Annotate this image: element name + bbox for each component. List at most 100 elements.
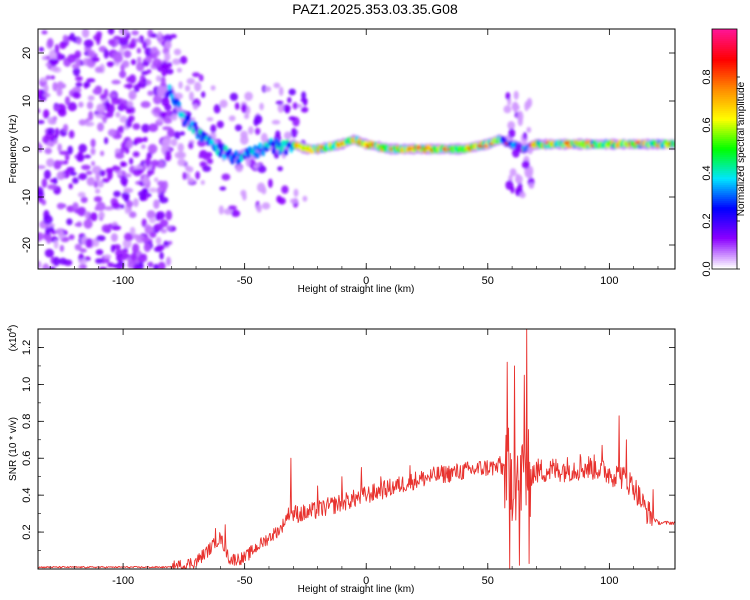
spectrogram-cell xyxy=(120,102,125,111)
spectrogram-cell xyxy=(72,91,80,99)
spectrogram-cell xyxy=(503,105,512,114)
spectrogram-cell xyxy=(48,226,55,232)
spectrogram-cell xyxy=(133,198,139,208)
spectrogram-cell xyxy=(161,139,170,144)
spectrogram-cell xyxy=(78,119,87,126)
colorbar-tick-label: 0.6 xyxy=(701,117,713,132)
spectrogram-cell xyxy=(150,33,158,38)
spectrogram-cell xyxy=(120,175,128,186)
colorbar-stripe xyxy=(712,105,737,108)
colorbar-stripe xyxy=(712,197,737,200)
spectrogram-cell xyxy=(38,165,46,170)
spectrogram-cell xyxy=(128,90,137,100)
snr-x-tick-label: 50 xyxy=(482,575,494,587)
spectrogram-cell xyxy=(52,116,58,121)
snr-y-tick-label: 0.8 xyxy=(21,414,33,429)
colorbar-stripe xyxy=(712,209,737,212)
spectrogram-cell xyxy=(107,128,117,137)
snr-series-line xyxy=(38,329,675,569)
spectrogram-cell xyxy=(107,262,115,268)
spectrogram-cell xyxy=(241,103,247,113)
spectrogram-cell xyxy=(85,238,93,249)
spectrogram-cell xyxy=(77,191,86,198)
spectrogram-cell xyxy=(54,127,60,138)
spectrogram-cell xyxy=(56,202,65,210)
spectrogram-cell xyxy=(173,48,182,56)
spectrogram-cell xyxy=(125,118,132,129)
spectrogram-cell xyxy=(288,88,296,96)
colorbar-stripe xyxy=(712,211,737,214)
colorbar-stripe xyxy=(712,217,737,220)
spectrogram-cell xyxy=(93,196,103,203)
spectrogram-cell xyxy=(505,92,511,100)
colorbar-stripe xyxy=(712,249,737,252)
colorbar-stripe xyxy=(712,33,737,36)
spectrogram-cell xyxy=(167,84,172,91)
colorbar-stripe xyxy=(712,225,737,228)
spectrogram-cell xyxy=(123,50,132,58)
spectrogram-cell xyxy=(95,258,104,264)
spectrogram-cell xyxy=(56,87,63,97)
spectrogram-cell xyxy=(192,104,199,110)
spectrogram-cell xyxy=(104,206,114,211)
spectrogram-cell xyxy=(160,111,167,119)
spectrogram-cell xyxy=(213,104,221,114)
spectrogram-cell xyxy=(58,150,68,155)
colorbar-stripe xyxy=(712,207,737,210)
colorbar-stripe xyxy=(712,167,737,170)
spectrogram-cell xyxy=(229,92,238,101)
spectrogram-cell xyxy=(136,56,142,64)
colorbar-stripe xyxy=(712,235,737,238)
spectrogram-cell xyxy=(98,211,105,220)
spectrogram-cell xyxy=(281,185,289,194)
spectrogram-cell xyxy=(186,166,194,173)
colorbar-stripe xyxy=(712,111,737,114)
snr-y-ticks: 0.2 0.4 0.6 0.8 1.0 1.2 xyxy=(21,340,675,551)
spectrogram-cell xyxy=(123,83,134,89)
spectrogram-cell xyxy=(189,91,194,101)
spectrogram-cell xyxy=(180,112,186,119)
snr-y-tick-label: 1.2 xyxy=(21,340,33,355)
colorbar-stripe xyxy=(712,123,737,126)
spectrogram-cell xyxy=(52,256,61,267)
spectrogram-cell xyxy=(147,261,154,268)
spectrogram-cell xyxy=(106,61,114,68)
spectrogram-cell xyxy=(86,78,96,83)
spectrogram-cell xyxy=(149,231,157,238)
spectrogram-cell xyxy=(287,97,292,104)
colorbar-stripe xyxy=(712,109,737,112)
spectrogram-cell xyxy=(47,184,58,190)
spectrogram-cell xyxy=(38,120,45,124)
spectrogram-y-tick-label: 20 xyxy=(21,47,33,59)
spectrogram-cell xyxy=(234,150,239,157)
colorbar-stripe xyxy=(712,119,737,122)
spectrogram-cell xyxy=(302,195,308,202)
spectrogram-cell xyxy=(78,173,88,180)
spectrogram-cell xyxy=(72,177,79,184)
spectrogram-cell xyxy=(163,118,172,124)
spectrogram-cell xyxy=(227,148,232,155)
spectrogram-cell xyxy=(119,115,128,124)
spectrogram-cell xyxy=(235,165,243,173)
spectrogram-cell xyxy=(221,173,231,181)
colorbar-stripe xyxy=(712,151,737,154)
spectrogram-cell xyxy=(46,55,51,60)
spectrogram-cell xyxy=(75,58,81,69)
spectrogram-cell xyxy=(132,169,142,177)
spectrogram-cell xyxy=(283,149,289,156)
spectrogram-cell xyxy=(47,38,54,48)
colorbar-stripe xyxy=(712,139,737,142)
spectrogram-cell xyxy=(142,78,147,83)
spectrogram-cell xyxy=(174,131,181,140)
colorbar-stripe xyxy=(712,35,737,38)
spectrogram-cell xyxy=(75,76,83,82)
colorbar-stripe xyxy=(712,63,737,66)
colorbar-stripe xyxy=(712,29,737,32)
spectrogram-cell xyxy=(148,123,159,132)
spectrogram-cell xyxy=(156,244,165,251)
colorbar-stripe xyxy=(712,239,737,242)
spectrogram-cell xyxy=(87,95,95,101)
colorbar-stripe xyxy=(712,253,737,256)
spectrogram-cell xyxy=(97,180,104,188)
spectrogram-cell xyxy=(137,255,148,263)
